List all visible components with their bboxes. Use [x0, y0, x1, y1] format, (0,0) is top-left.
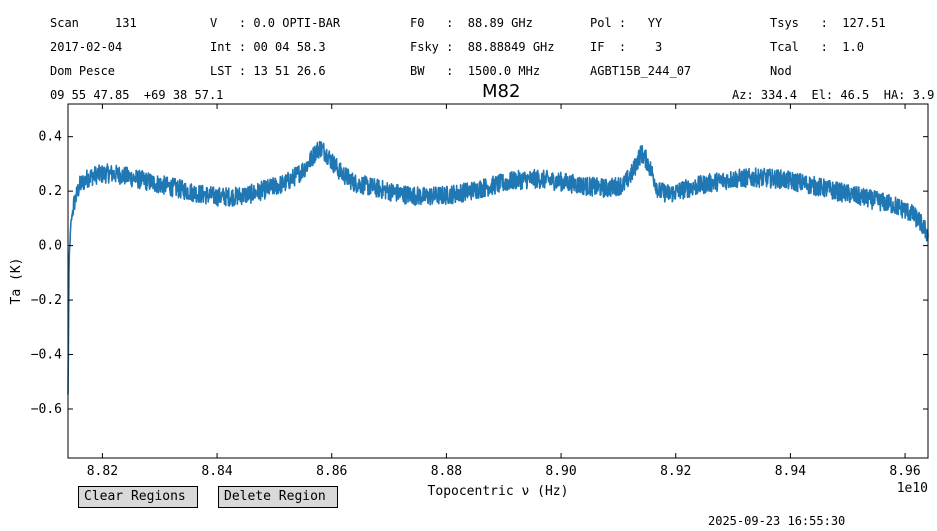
- sky-frequency: Fsky : 88.88849 GHz: [410, 40, 555, 54]
- project-id: AGBT15B_244_07: [590, 64, 692, 78]
- x-tick-label: 8.94: [775, 464, 806, 479]
- x-tick-label: 8.86: [316, 464, 347, 479]
- y-tick-label: −0.4: [31, 348, 62, 363]
- spectrum-line: [67, 140, 929, 395]
- axes-frame: [67, 103, 929, 459]
- scan-number: Scan 131: [50, 16, 137, 30]
- velocity-info: V : 0.0 OPTI-BAR: [210, 16, 341, 30]
- y-tick-label: −0.2: [31, 293, 62, 308]
- y-tick-label: −0.6: [31, 402, 62, 417]
- y-tick-label: 0.4: [39, 130, 63, 145]
- x-tick-label: 8.92: [660, 464, 691, 479]
- integration-time: Int : 00 04 58.3: [210, 40, 326, 54]
- tsys-value: Tsys : 127.51: [770, 16, 886, 30]
- azimuth-elevation: Az: 334.4 El: 46.5 HA: 3.9: [732, 88, 935, 102]
- y-tick-label: 0.2: [39, 184, 62, 199]
- delete-region-button[interactable]: Delete Region: [218, 486, 338, 508]
- x-tick-label: 8.84: [201, 464, 232, 479]
- x-tick-label: 8.90: [545, 464, 576, 479]
- x-axis-label: Topocentric ν (Hz): [428, 484, 569, 499]
- procedure-name: Nod: [770, 64, 792, 78]
- x-axis-offset-label: 1e10: [897, 481, 928, 496]
- observation-date: 2017-02-04: [50, 40, 123, 54]
- x-tick-label: 8.96: [889, 464, 920, 479]
- polarization: Pol : YY: [590, 16, 663, 30]
- chart-title: M82: [482, 81, 521, 102]
- y-axis-label: Ta (K): [9, 258, 24, 305]
- clear-regions-button[interactable]: Clear Regions: [78, 486, 198, 508]
- bandwidth: BW : 1500.0 MHz: [410, 64, 541, 78]
- y-tick-label: 0.0: [39, 239, 62, 254]
- plot-timestamp: 2025-09-23 16:55:30: [708, 514, 846, 528]
- x-tick-label: 8.88: [431, 464, 462, 479]
- observer-name: Dom Pesce: [50, 64, 116, 78]
- tcal-value: Tcal : 1.0: [770, 40, 864, 54]
- rest-frequency: F0 : 88.89 GHz: [410, 16, 533, 30]
- if-number: IF : 3: [590, 40, 663, 54]
- x-tick-label: 8.82: [87, 464, 118, 479]
- source-coordinates: 09 55 47.85 +69 38 57.1: [50, 88, 224, 102]
- lst-info: LST : 13 51 26.6: [210, 64, 326, 78]
